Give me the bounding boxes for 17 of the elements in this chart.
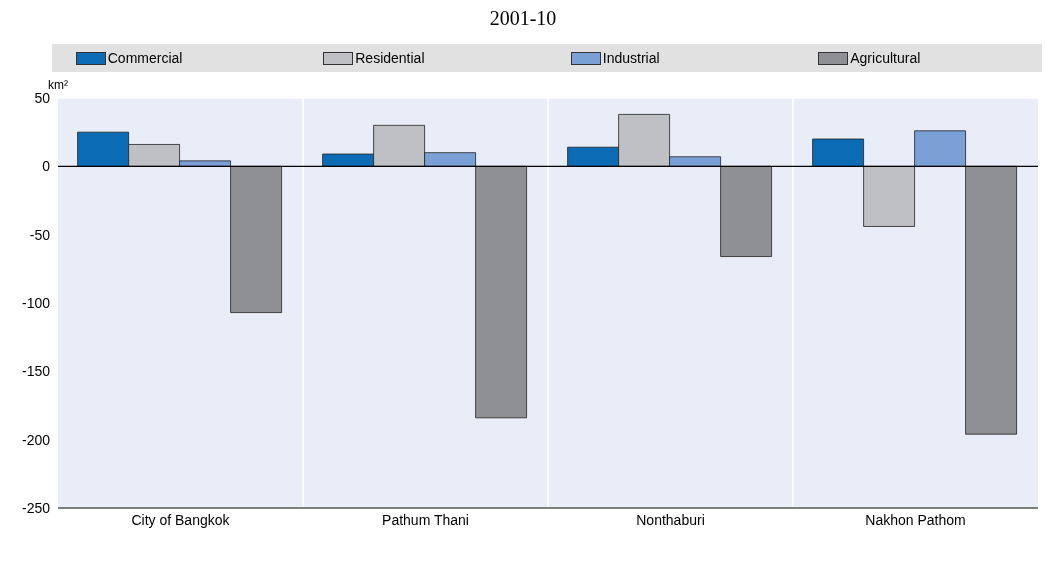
x-tick-label: City of Bangkok xyxy=(131,511,231,528)
x-tick-label: Nakhon Pathom xyxy=(865,511,966,528)
y-tick-label: 0 xyxy=(42,158,51,175)
y-tick-label: -100 xyxy=(21,294,51,311)
y-tick-label: -200 xyxy=(21,431,51,448)
legend-label: Residential xyxy=(355,50,425,66)
x-tick-label: Pathum Thani xyxy=(382,511,469,528)
y-tick-label: -250 xyxy=(21,499,51,516)
y-axis-title: km² xyxy=(48,78,68,92)
legend-label: Agricultural xyxy=(850,50,921,66)
legend-label: Commercial xyxy=(107,50,183,66)
y-tick-label: 50 xyxy=(34,89,51,106)
chart-title: 2001-10 xyxy=(488,6,558,31)
legend-label: Industrial xyxy=(602,50,660,66)
y-tick-label: -150 xyxy=(21,363,51,380)
x-tick-label: Nonthaburi xyxy=(636,511,705,528)
y-tick-label: -50 xyxy=(29,226,51,243)
